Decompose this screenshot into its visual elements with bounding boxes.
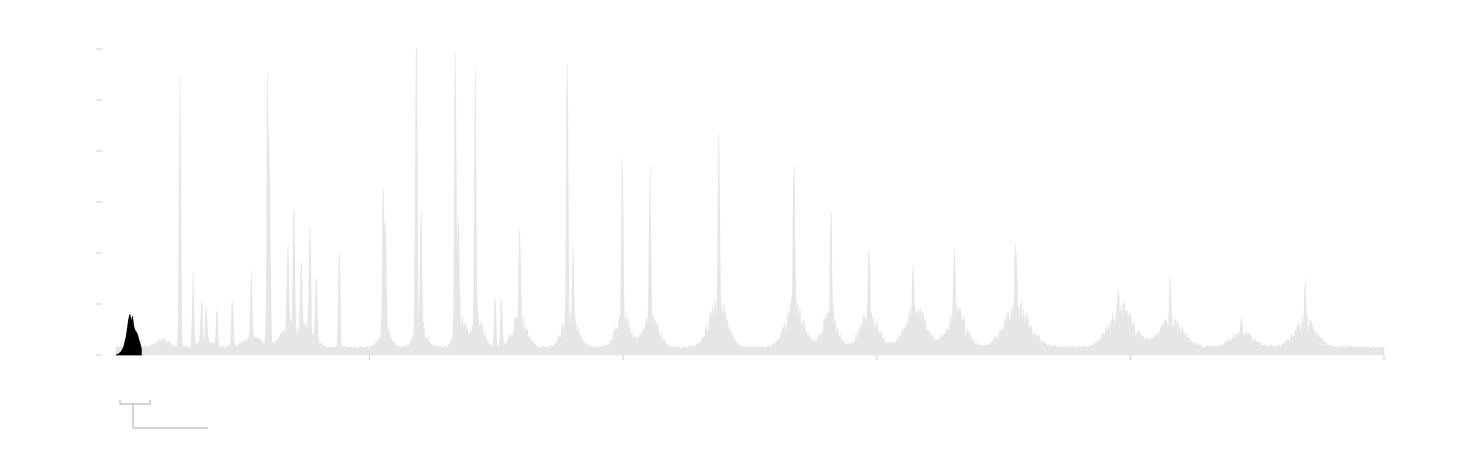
highlighted-segment-area bbox=[115, 314, 142, 356]
full-trace-area bbox=[115, 48, 1385, 356]
y-axis-ticks bbox=[96, 48, 102, 356]
selection-bracket[interactable] bbox=[119, 400, 151, 428]
